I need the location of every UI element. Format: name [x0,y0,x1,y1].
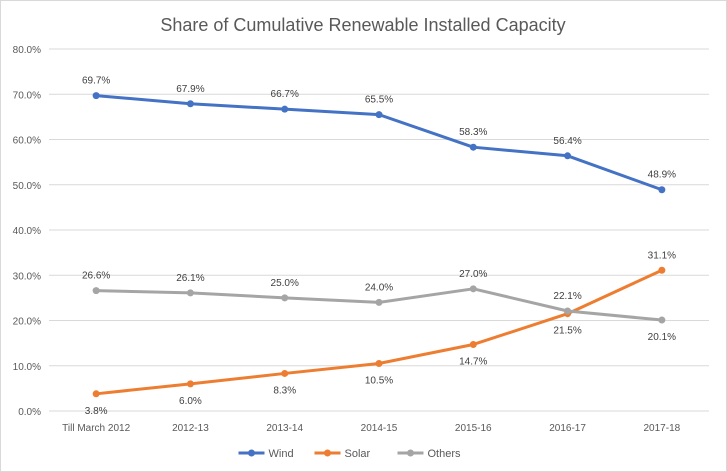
data-label: 69.7% [82,76,110,87]
data-point-wind [469,143,477,151]
data-point-solar [375,359,383,367]
data-point-others [92,287,100,295]
data-label: 26.1% [176,273,204,284]
data-label: 20.1% [648,332,676,343]
legend-item-others: Others [397,448,462,460]
data-point-solar [92,390,100,398]
y-axis-ticks: 0.0% 10.0% 20.0% 30.0% 40.0% 50.0% 60.0% 70.0% 8… [13,45,41,418]
legend-marker [324,449,331,457]
data-point-solar [469,340,477,348]
y-tick-label: 0.0% [18,407,41,418]
x-tick-label: 2015-16 [455,423,492,434]
data-point-wind [375,111,383,119]
data-point-others [186,289,194,297]
y-tick-label: 80.0% [13,45,41,56]
data-labels: 69.7% 67.9% 66.7% 65.5% 58.3% 56.4% 48.9% 3.8% 6… [82,76,676,417]
gridlines [49,48,709,412]
legend-marker [248,449,255,457]
data-label: 67.9% [176,84,204,95]
legend-label: Solar [345,448,371,460]
data-point-solar [186,380,194,388]
data-point-others [564,307,572,315]
legend-item-wind: Wind [238,448,294,460]
y-tick-label: 40.0% [13,226,41,237]
data-point-wind [281,105,289,113]
data-point-solar [658,266,666,274]
data-point-wind [564,152,572,160]
data-label: 65.5% [365,95,393,106]
data-point-others [375,298,383,306]
legend-item-solar: Solar [314,448,371,460]
data-point-solar [281,369,289,377]
data-point-wind [658,186,666,194]
x-tick-label: 2014-15 [361,423,398,434]
data-label: 8.3% [273,385,296,396]
data-label: 6.0% [179,396,202,407]
data-label: 3.8% [85,406,108,417]
data-label: 25.0% [271,278,299,289]
data-label: 31.1% [648,250,676,261]
series-lines [92,92,666,398]
y-tick-label: 30.0% [13,271,41,282]
data-label: 66.7% [271,89,299,100]
data-label: 24.0% [365,282,393,293]
data-label: 21.5% [553,326,581,337]
data-label: 48.9% [648,170,676,181]
legend-marker [407,449,414,457]
data-point-wind [186,100,194,108]
data-point-wind [92,92,100,100]
y-tick-label: 70.0% [13,90,41,101]
data-point-others [658,316,666,324]
data-point-others [281,294,289,302]
x-tick-label: 2013-14 [266,423,303,434]
y-tick-label: 60.0% [13,136,41,147]
data-label: 58.3% [459,127,487,138]
x-tick-label: 2016-17 [549,423,586,434]
data-label: 26.6% [82,271,110,282]
chart-title: Share of Cumulative Renewable Installed … [160,15,565,35]
data-label: 14.7% [459,356,487,367]
y-tick-label: 20.0% [13,317,41,328]
legend-label: Wind [269,448,294,460]
x-tick-label: Till March 2012 [62,423,130,434]
x-tick-label: 2017-18 [644,423,681,434]
y-tick-label: 50.0% [13,181,41,192]
data-label: 22.1% [553,291,581,302]
y-tick-label: 10.0% [13,362,41,373]
x-tick-label: 2012-13 [172,423,209,434]
data-label: 56.4% [553,136,581,147]
data-label: 10.5% [365,375,393,386]
x-axis-ticks: Till March 2012 2012-13 2013-14 2014-15 2015… [62,423,681,434]
legend: Wind Solar Others [238,448,462,460]
data-label: 27.0% [459,269,487,280]
data-point-others [469,285,477,293]
legend-label: Others [428,448,462,460]
